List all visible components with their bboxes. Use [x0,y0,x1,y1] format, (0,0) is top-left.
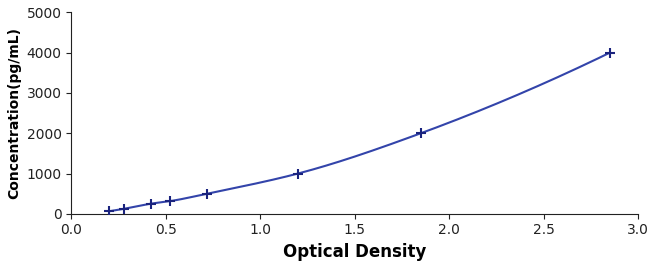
Y-axis label: Concentration(pg/mL): Concentration(pg/mL) [7,27,21,199]
X-axis label: Optical Density: Optical Density [283,243,426,261]
